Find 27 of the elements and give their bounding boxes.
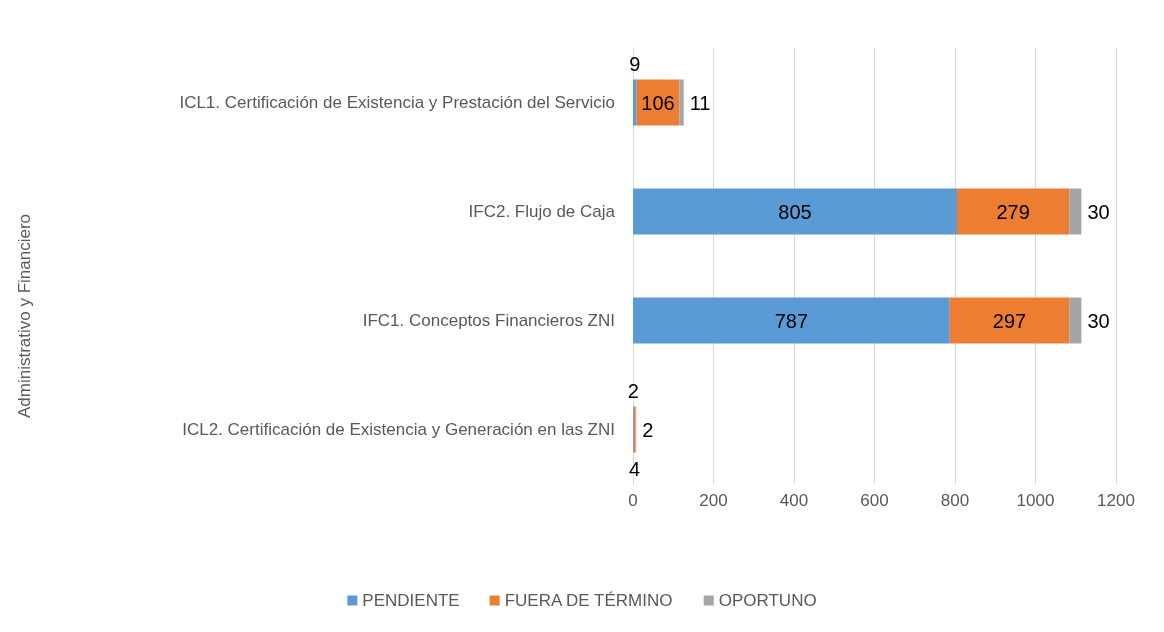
data-label: 4 [629, 457, 641, 480]
data-label: 2 [642, 418, 654, 441]
data-label: 805 [778, 200, 812, 223]
x-tick-label: 1000 [1016, 491, 1055, 510]
legend-label: FUERA DE TÉRMINO [504, 591, 673, 610]
y-tick-label: IFC1. Conceptos Financieros ZNI [362, 311, 615, 330]
data-label: 9 [629, 52, 641, 75]
data-label: 297 [992, 309, 1027, 332]
legend-label: OPORTUNO [718, 591, 817, 610]
x-tick-label: 200 [699, 491, 728, 510]
y-tick-label: IFC2. Flujo de Caja [468, 202, 616, 221]
text: Administrativo y Financiero [15, 213, 34, 419]
x-tick-label: 800 [940, 491, 970, 510]
x-tick-label: 400 [779, 491, 809, 510]
x-tick-label: 0 [628, 491, 638, 510]
y-tick-label: ICL2. Certificación de Existencia y Generación en las ZNI [182, 420, 615, 439]
x-tick-label: 1200 [1097, 491, 1135, 510]
data-label: 2 [627, 379, 639, 402]
data-label: 787 [774, 309, 809, 332]
data-label: 30 [1087, 309, 1110, 332]
data-label: 279 [996, 200, 1030, 223]
x-tick-label: 600 [860, 491, 889, 510]
data-label: 11 [689, 91, 711, 114]
data-label: 30 [1087, 200, 1110, 223]
data-label: 106 [641, 91, 675, 114]
legend-label: PENDIENTE [362, 591, 460, 610]
y-tick-label: ICL1. Certificación de Existencia y Prestación del Servicio [179, 93, 615, 112]
